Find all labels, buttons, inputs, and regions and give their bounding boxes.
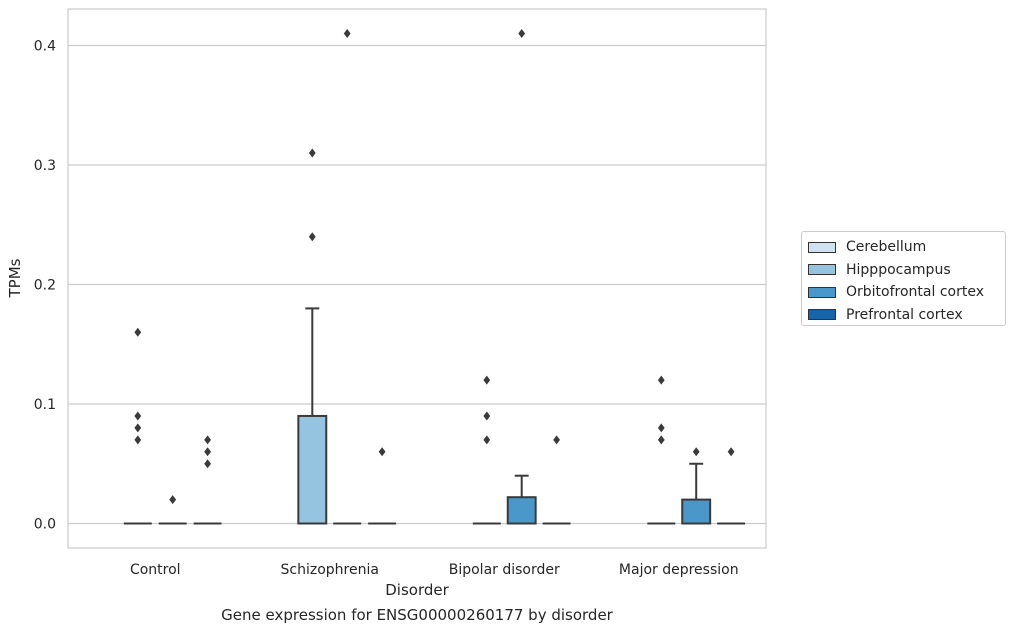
outlier-point <box>657 375 665 385</box>
outlier-point <box>308 148 316 158</box>
box-0-1 <box>123 327 152 525</box>
outlier-point <box>204 447 211 457</box>
y-tick-label: 0.1 <box>34 397 56 413</box>
box-2-2 <box>506 29 537 525</box>
legend-label: Orbitofrontal cortex <box>846 284 984 301</box>
legend-swatch <box>808 309 836 321</box>
x-tick-label: Schizophrenia <box>281 562 379 578</box>
y-axis-label: TPMs <box>6 258 24 298</box>
y-tick-label: 0.0 <box>34 517 56 533</box>
outlier-point <box>378 447 386 457</box>
legend: Cerebellum Hipppocampus Orbitofrontal cort… <box>801 231 1006 326</box>
box-0-2 <box>158 495 187 525</box>
y-tick-label: 0.2 <box>34 278 56 294</box>
plot-area-frame <box>67 8 767 549</box>
outlier-point <box>518 29 526 39</box>
box-1-2 <box>333 29 362 525</box>
outlier-point <box>657 423 665 433</box>
x-axis-label: Disorder <box>385 581 449 599</box>
box-2-1 <box>472 375 501 525</box>
box-body <box>681 498 712 525</box>
legend-item: Cerebellum <box>802 236 1005 259</box>
legend-label: Hipppocampus <box>846 261 951 278</box>
outlier-point <box>204 435 211 445</box>
y-tick-label: 0.3 <box>34 158 56 174</box>
outlier-point <box>134 411 142 421</box>
legend-swatch <box>808 241 836 253</box>
box-plot-marks <box>123 29 746 525</box>
box-1-1 <box>297 148 328 525</box>
legend-item: Hipppocampus <box>802 259 1005 282</box>
outlier-point <box>657 435 665 445</box>
x-tick-label: Major depression <box>619 562 739 578</box>
box-3-3 <box>717 447 746 525</box>
legend-label: Cerebellum <box>846 239 927 256</box>
box-3-2 <box>681 447 712 525</box>
outlier-point <box>553 435 560 445</box>
box-2-3 <box>542 435 571 525</box>
outlier-point <box>483 411 491 421</box>
legend-swatch <box>808 286 836 298</box>
outlier-point <box>169 495 177 505</box>
x-tick-label: Bipolar disorder <box>449 562 560 578</box>
legend-item: Orbitofrontal cortex <box>802 281 1005 304</box>
y-tick-label: 0.4 <box>34 39 56 55</box>
box-1-3 <box>368 447 397 525</box>
box-3-1 <box>647 375 676 525</box>
outlier-point <box>134 327 142 337</box>
box-0-3 <box>193 435 222 525</box>
outlier-point <box>134 423 142 433</box>
box-body <box>506 496 537 525</box>
outlier-point <box>483 435 491 445</box>
outlier-point <box>204 459 211 469</box>
outlier-point <box>343 29 351 39</box>
outlier-point <box>134 435 142 445</box>
outlier-point <box>308 232 316 242</box>
x-tick-label: Control <box>130 562 181 578</box>
axis-ticks: 0.0 0.1 0.2 0.3 0.4 Control Schizophrenia Bipol… <box>34 39 739 579</box>
box-body <box>297 414 328 525</box>
chart-caption: Gene expression for ENSG00000260177 by d… <box>221 606 613 624</box>
outlier-point <box>483 375 491 385</box>
legend-item: Prefrontal cortex <box>802 304 1005 327</box>
legend-swatch <box>808 264 836 276</box>
outlier-point <box>727 447 735 457</box>
grid-lines <box>68 44 766 525</box>
outlier-point <box>692 447 700 457</box>
legend-label: Prefrontal cortex <box>846 306 963 323</box>
